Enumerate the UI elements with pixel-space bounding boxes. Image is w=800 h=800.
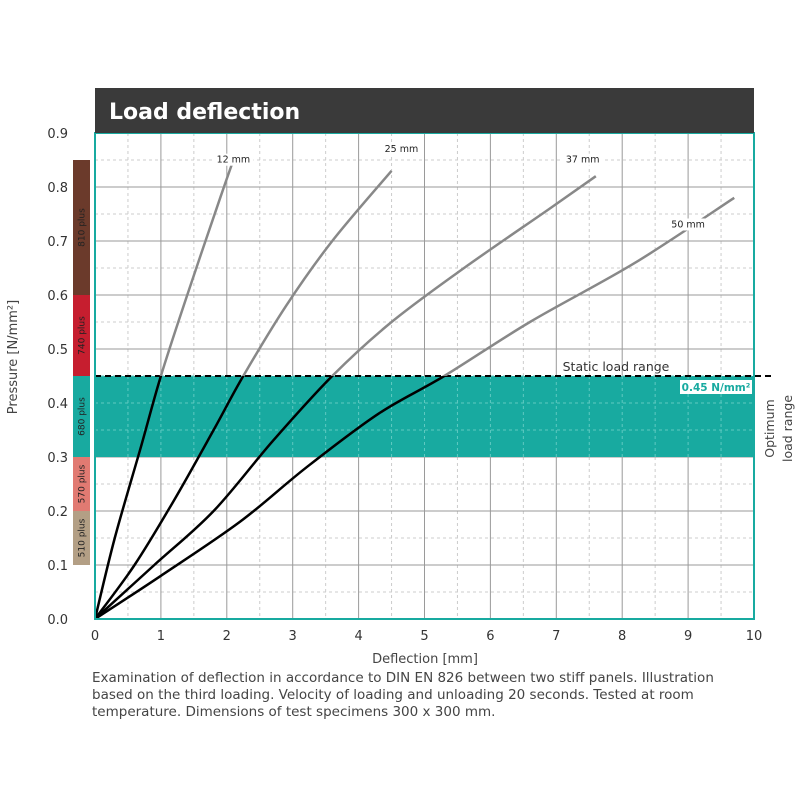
series-label-bg — [562, 153, 603, 166]
material-band — [73, 376, 90, 457]
y-tick-label: 0.3 — [47, 451, 68, 466]
series-label: 50 mm — [671, 220, 705, 231]
optimum-value-box — [680, 380, 752, 394]
x-tick-label: 9 — [684, 629, 692, 644]
y-tick-label: 0.6 — [47, 289, 68, 304]
static-load-label: Static load range — [563, 359, 670, 374]
series-label-bg — [213, 153, 254, 166]
x-tick-label: 2 — [223, 629, 231, 644]
series-line — [95, 376, 245, 619]
chart-title: Load deflection — [109, 100, 300, 125]
series-label: 12 mm — [217, 155, 251, 166]
series-label: 37 mm — [566, 155, 600, 166]
y-tick-label: 0.9 — [47, 127, 68, 142]
series-line — [95, 376, 163, 619]
y-tick-label: 0.5 — [47, 343, 68, 358]
material-band — [73, 295, 90, 376]
series-line — [241, 169, 393, 376]
x-tick-label: 6 — [486, 629, 494, 644]
y-tick-label: 0.8 — [47, 181, 68, 196]
material-band — [73, 160, 90, 295]
optimum-value-label: 0.45 N/mm² — [682, 382, 751, 394]
x-tick-label: 1 — [157, 629, 165, 644]
series-line — [441, 196, 735, 376]
series-label-bg — [668, 218, 709, 231]
chart-caption: Examination of deflection in accordance … — [92, 670, 714, 720]
series-line — [159, 159, 235, 376]
x-tick-label: 0 — [91, 629, 99, 644]
header-bar — [95, 88, 754, 133]
series-label: 25 mm — [385, 144, 419, 155]
material-band-label: 570 plus — [78, 464, 88, 503]
y-tick-label: 0.7 — [47, 235, 68, 250]
optimum-range-label: Optimum — [762, 399, 777, 457]
chart-header: Load deflection — [95, 88, 754, 133]
material-band-label: 680 plus — [78, 397, 88, 436]
material-band — [73, 457, 90, 511]
x-tick-label: 7 — [552, 629, 560, 644]
y-tick-label: 0.4 — [47, 397, 68, 412]
series-lines — [95, 159, 735, 619]
x-tick-label: 8 — [618, 629, 626, 644]
x-tick-label: 10 — [746, 629, 763, 644]
series-line — [330, 175, 597, 376]
material-band-label: 740 plus — [78, 316, 88, 355]
series-line — [95, 376, 335, 619]
material-bands: 510 plus 570 plus 680 plus 740 plus 810 plus — [73, 160, 90, 565]
y-tick-label: 0.0 — [47, 613, 68, 628]
series-labels: 12 mm 25 mm 37 mm 50 mm — [213, 142, 709, 231]
x-tick-label: 3 — [289, 629, 297, 644]
x-tick-label: 5 — [420, 629, 428, 644]
material-band-label: 810 plus — [78, 208, 88, 247]
material-band — [73, 511, 90, 565]
y-tick-label: 0.1 — [47, 559, 68, 574]
axis-ticks: 0 1 2 3 4 5 6 7 8 9 10 0.0 0.1 0.2 0.3 0.4 0.5 0.6 0.7 0.8 0… — [47, 127, 762, 644]
material-band-label: 510 plus — [78, 518, 88, 557]
series-label-bg — [381, 142, 422, 155]
optimum-range-label: load range — [780, 395, 795, 462]
y-tick-label: 0.2 — [47, 505, 68, 520]
x-axis-label: Deflection [mm] — [372, 652, 478, 667]
x-tick-label: 4 — [354, 629, 362, 644]
y-axis-label: Pressure [N/mm²] — [6, 300, 21, 414]
series-line — [95, 376, 447, 619]
